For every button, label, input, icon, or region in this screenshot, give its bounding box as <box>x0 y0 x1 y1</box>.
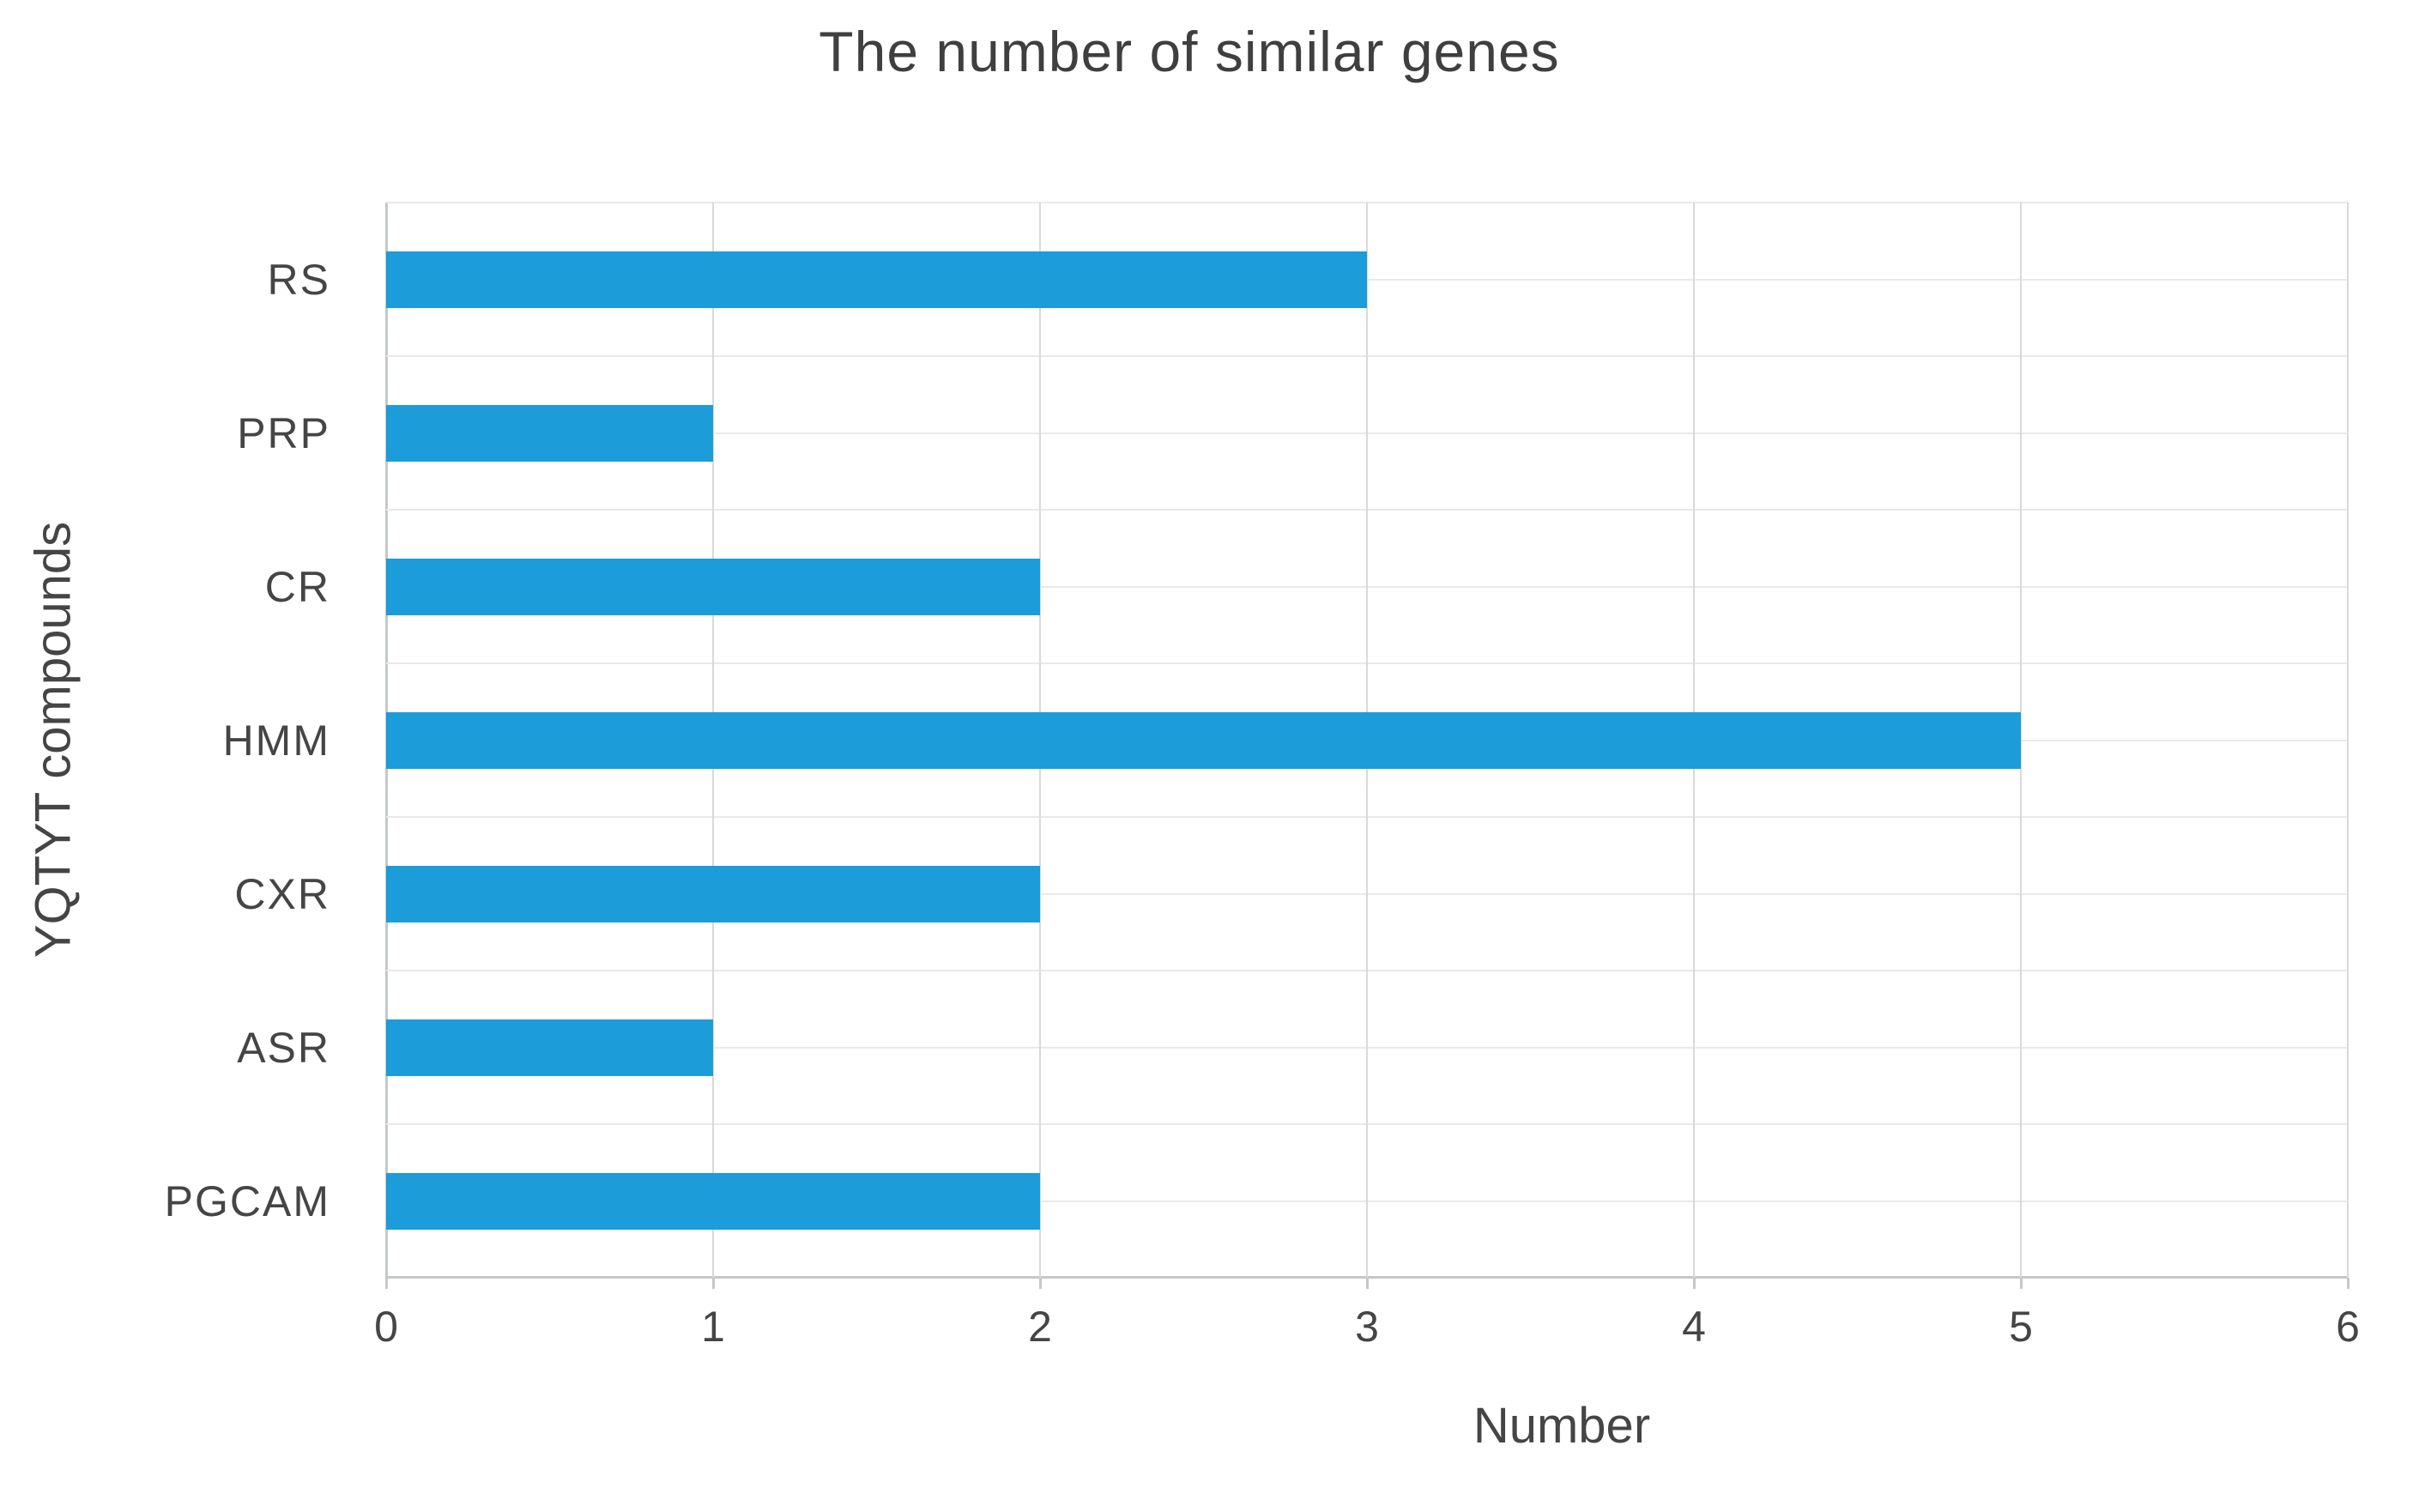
x-tick-label-0: 0 <box>374 1303 398 1351</box>
bar-HMM <box>386 711 2021 769</box>
x-tick-mark <box>2347 1278 2349 1289</box>
category-label-ASR: ASR <box>237 1023 330 1072</box>
category-label-HMM: HMM <box>222 716 330 765</box>
bar-CR <box>386 558 1040 615</box>
bar-CXR <box>386 865 1040 922</box>
category-label-CR: CR <box>264 562 330 611</box>
bar-PRP <box>386 404 713 462</box>
x-tick-label-3: 3 <box>1355 1303 1379 1351</box>
category-label-RS: RS <box>267 255 330 304</box>
category-label-PGCAM: PGCAM <box>164 1176 330 1225</box>
x-tick-mark <box>1693 1278 1696 1289</box>
vertical-gridline <box>2020 203 2022 1278</box>
x-tick-mark <box>712 1278 715 1289</box>
x-tick-mark <box>1039 1278 1042 1289</box>
chart-title: The number of similar genes <box>819 20 1560 83</box>
category-label-PRP: PRP <box>237 408 330 457</box>
x-tick-label-2: 2 <box>1028 1303 1052 1351</box>
x-tick-label-4: 4 <box>1682 1303 1706 1351</box>
x-tick-label-6: 6 <box>2336 1303 2360 1351</box>
category-label-CXR: CXR <box>234 869 330 918</box>
x-tick-mark <box>385 1278 388 1289</box>
bar-ASR <box>386 1019 713 1076</box>
x-tick-label-5: 5 <box>2009 1303 2033 1351</box>
x-axis-title: Number <box>1473 1398 1651 1454</box>
x-tick-mark <box>2020 1278 2023 1289</box>
plot-area <box>385 202 2349 1279</box>
x-tick-mark <box>1366 1278 1369 1289</box>
bar-PGCAM <box>386 1172 1040 1230</box>
bar-RS <box>386 251 1367 308</box>
vertical-gridline <box>2347 203 2349 1278</box>
x-tick-label-1: 1 <box>701 1303 725 1351</box>
